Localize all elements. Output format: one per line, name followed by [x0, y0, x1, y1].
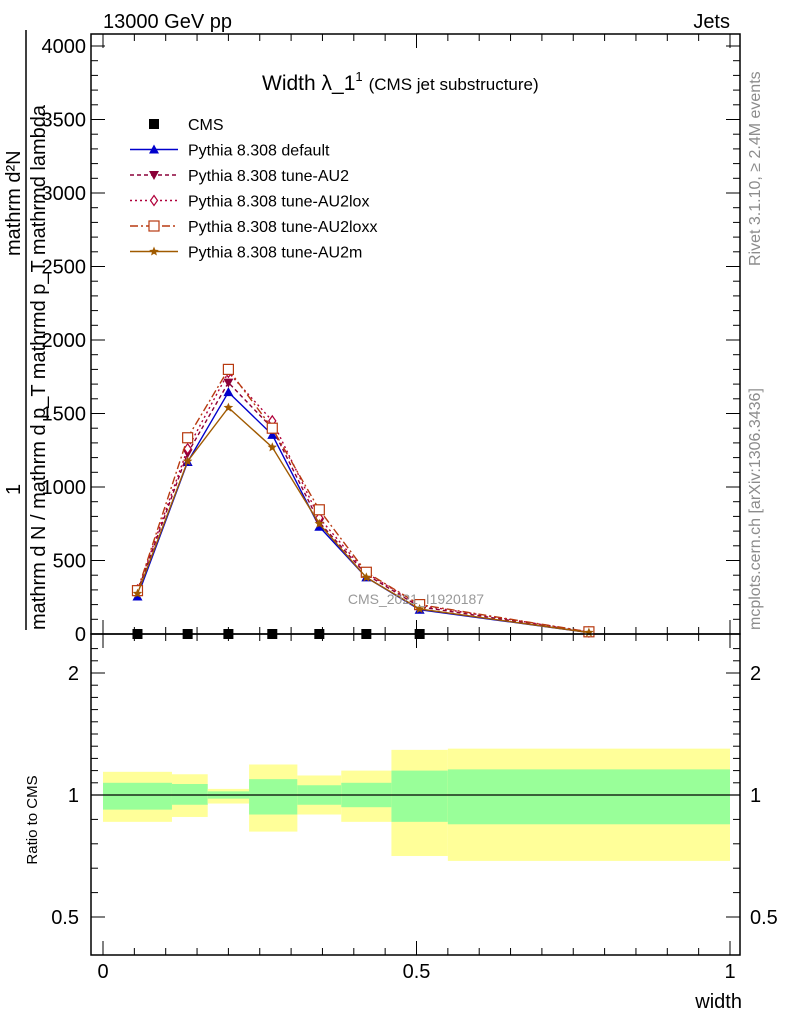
- ratio-band-green: [391, 770, 448, 822]
- ratio-xtick-label: 0.5: [403, 961, 431, 983]
- rivet-label: Rivet 3.1.10, ≥ 2.4M events: [747, 71, 764, 266]
- series-point-1: [223, 378, 234, 388]
- header-right: Jets: [693, 11, 730, 33]
- main-ytick-label: 3500: [42, 110, 87, 132]
- header-left: 13000 GeV pp: [103, 11, 232, 33]
- series-point-3: [222, 363, 234, 375]
- series-point-3: [182, 432, 194, 444]
- main-ytick-label: 0: [75, 624, 86, 646]
- plot-title: Width λ_11 (CMS jet substructure): [262, 69, 539, 95]
- main-plot: 0 500 1000 1500 2000 2500 3000 3500 4000: [42, 33, 741, 646]
- legend-label-1: Pythia 8.308 tune-AU2: [188, 168, 349, 185]
- ratio-band-green: [103, 782, 172, 810]
- legend-marker-3: [148, 220, 160, 232]
- legend-item-2: Pythia 8.308 tune-AU2lox: [130, 194, 369, 211]
- legend-item-0: Pythia 8.308 default: [130, 143, 330, 160]
- series-point-4: [223, 402, 234, 412]
- series-point-4: [132, 588, 143, 598]
- main-ytick-label: 3000: [42, 183, 87, 205]
- main-ytick-label: 4000: [42, 36, 87, 58]
- watermark: CMS_2021_I1920187: [348, 591, 484, 607]
- legend-item-3: Pythia 8.308 tune-AU2loxx: [130, 219, 377, 236]
- legend-marker-4: [149, 246, 159, 256]
- ratio-xtick-label: 1: [724, 961, 735, 983]
- x-axis-label: width: [694, 991, 742, 1013]
- y-label-denominator: mathrm d N / mathrm d p_T mathrmd p_T ma…: [28, 104, 50, 630]
- legend-label-0: Pythia 8.308 default: [188, 143, 330, 160]
- main-ytick-label: 1000: [42, 477, 87, 499]
- legend: CMS Pythia 8.308 default Pythia 8.308 tune…: [130, 117, 377, 262]
- plot-title-main: Width λ_1: [262, 72, 355, 95]
- series-point-4: [182, 456, 193, 466]
- ratio-band-green: [249, 779, 298, 815]
- ratio-band-green: [447, 769, 730, 825]
- legend-label-4: Pythia 8.308 tune-AU2m: [188, 245, 362, 262]
- ratio-xtick-label: 0: [97, 961, 108, 983]
- main-ytick-label: 1500: [42, 404, 87, 426]
- series-point-4: [361, 572, 372, 582]
- series-point-3: [266, 422, 278, 434]
- series-point-0: [267, 429, 278, 439]
- plot-title-sub: (CMS jet substructure): [369, 75, 539, 94]
- ratio-y-label: Ratio to CMS: [24, 775, 41, 864]
- main-ytick-label: 2000: [42, 330, 87, 352]
- legend-item-1: Pythia 8.308 tune-AU2: [130, 168, 349, 185]
- main-ytick-label: 2500: [42, 257, 87, 279]
- ratio-ytick-label: 2: [68, 663, 79, 685]
- legend-marker-cms: [149, 119, 159, 129]
- plot-title-sup: 1: [355, 69, 362, 84]
- main-ytick-label: 500: [53, 551, 86, 573]
- legend-item-4: Pythia 8.308 tune-AU2m: [130, 245, 362, 262]
- series-point-4: [314, 518, 325, 528]
- series-point-4: [267, 442, 277, 452]
- legend-marker-0: [149, 144, 159, 154]
- main-y-label: mathrm d²N mathrm d N / mathrm d p_T mat…: [3, 30, 50, 630]
- mcplots-label: mcplots.cern.ch [arXiv:1306.3436]: [747, 388, 764, 630]
- y-label-numerator: mathrm d²N: [3, 150, 25, 256]
- series-line-2: [136, 371, 590, 633]
- series-point-2: [183, 442, 192, 455]
- ratio-ytick-label: 1: [68, 785, 79, 807]
- ratio-plot: 0 0.5 1 0.5 0.5 1 1 2 2: [51, 633, 778, 983]
- ratio-ytick-label: 0.5: [51, 907, 79, 929]
- ratio-band-green: [171, 784, 208, 805]
- series-line-4: [136, 406, 589, 634]
- legend-label-2: Pythia 8.308 tune-AU2lox: [188, 194, 369, 211]
- series-point-4: [414, 604, 425, 614]
- ratio-ytick-label-right: 1: [750, 785, 761, 807]
- legend-item-cms: CMS: [149, 117, 224, 134]
- series-point-0: [223, 387, 234, 397]
- legend-label-cms: CMS: [188, 117, 224, 134]
- legend-label-3: Pythia 8.308 tune-AU2loxx: [188, 219, 377, 236]
- series-line-1: [136, 381, 590, 633]
- ratio-ytick-label-right: 0.5: [750, 907, 778, 929]
- legend-marker-2: [149, 194, 159, 207]
- ratio-ytick-label-right: 2: [750, 663, 761, 685]
- y-label-one: 1: [3, 484, 25, 495]
- series-point-3: [313, 504, 325, 516]
- legend-marker-1: [149, 171, 159, 180]
